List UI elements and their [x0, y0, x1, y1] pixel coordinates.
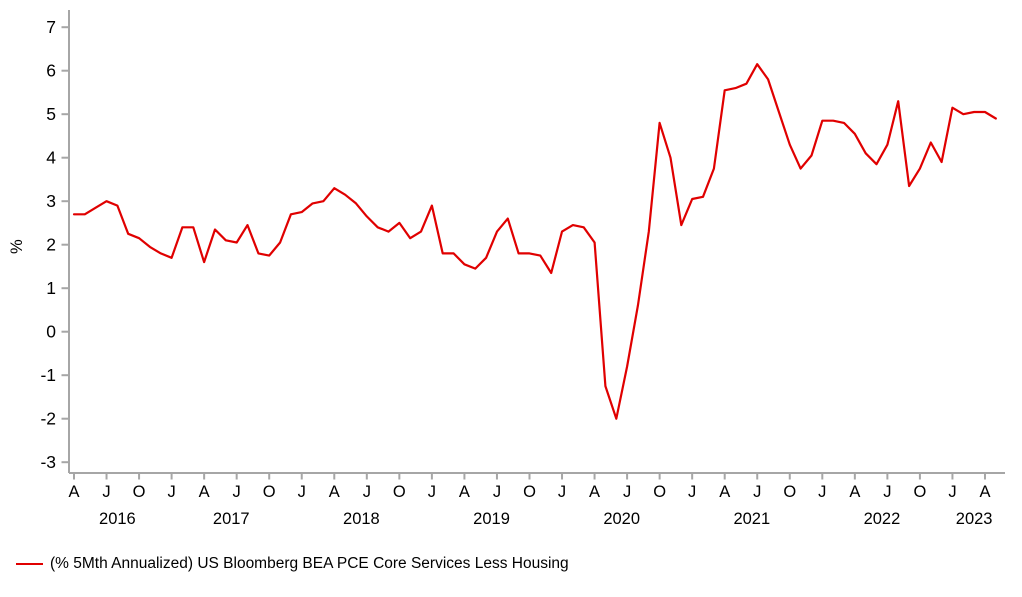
x-tick-label: A: [329, 483, 340, 501]
x-tick-label: J: [558, 483, 566, 501]
legend-line-swatch: [16, 563, 43, 565]
x-tick-label: O: [913, 483, 926, 501]
x-tick-label: J: [102, 483, 110, 501]
x-year-label: 2022: [864, 510, 901, 528]
y-tick-label: 6: [46, 61, 56, 81]
x-tick-label: J: [948, 483, 956, 501]
x-tick-label: J: [883, 483, 891, 501]
x-year-label: 2019: [473, 510, 510, 528]
y-tick-label: -1: [40, 365, 56, 385]
x-year-label: 2020: [603, 510, 640, 528]
x-tick-label: O: [523, 483, 536, 501]
y-tick-label: -2: [40, 409, 56, 429]
x-tick-label: J: [167, 483, 175, 501]
x-tick-label: O: [133, 483, 146, 501]
y-tick-label: 3: [46, 191, 56, 211]
y-tick-label: -3: [40, 452, 56, 472]
x-tick-label: J: [753, 483, 761, 501]
x-tick-label: A: [459, 483, 470, 501]
legend: (% 5Mth Annualized) US Bloomberg BEA PCE…: [16, 555, 569, 573]
x-year-label: 2017: [213, 510, 250, 528]
x-tick-label: A: [719, 483, 730, 501]
x-tick-label: J: [688, 483, 696, 501]
x-year-label: 2018: [343, 510, 380, 528]
x-tick-label: A: [849, 483, 860, 501]
x-tick-label: O: [393, 483, 406, 501]
x-tick-label: J: [818, 483, 826, 501]
x-tick-label: O: [263, 483, 276, 501]
y-tick-label: 4: [46, 148, 56, 168]
x-tick-label: A: [589, 483, 600, 501]
y-tick-label: 5: [46, 104, 56, 124]
x-tick-label: J: [428, 483, 436, 501]
y-axis-title: %: [8, 239, 26, 254]
x-tick-label: O: [783, 483, 796, 501]
y-tick-label: 7: [46, 17, 56, 37]
x-year-label: 2023: [956, 510, 993, 528]
x-tick-label: A: [979, 483, 990, 501]
y-tick-label: 2: [46, 235, 56, 255]
x-tick-label: J: [233, 483, 241, 501]
x-tick-label: A: [199, 483, 210, 501]
y-tick-label: 0: [46, 322, 56, 342]
data-line-series: [72, 63, 997, 420]
x-year-label: 2016: [99, 510, 136, 528]
x-tick-label: J: [298, 483, 306, 501]
x-tick-label: J: [493, 483, 501, 501]
x-tick-label: J: [623, 483, 631, 501]
y-tick-label: 1: [46, 278, 56, 298]
x-tick-label: J: [363, 483, 371, 501]
x-year-label: 2021: [733, 510, 770, 528]
x-tick-label: A: [68, 483, 79, 501]
legend-label: (% 5Mth Annualized) US Bloomberg BEA PCE…: [50, 555, 569, 572]
x-tick-label: O: [653, 483, 666, 501]
